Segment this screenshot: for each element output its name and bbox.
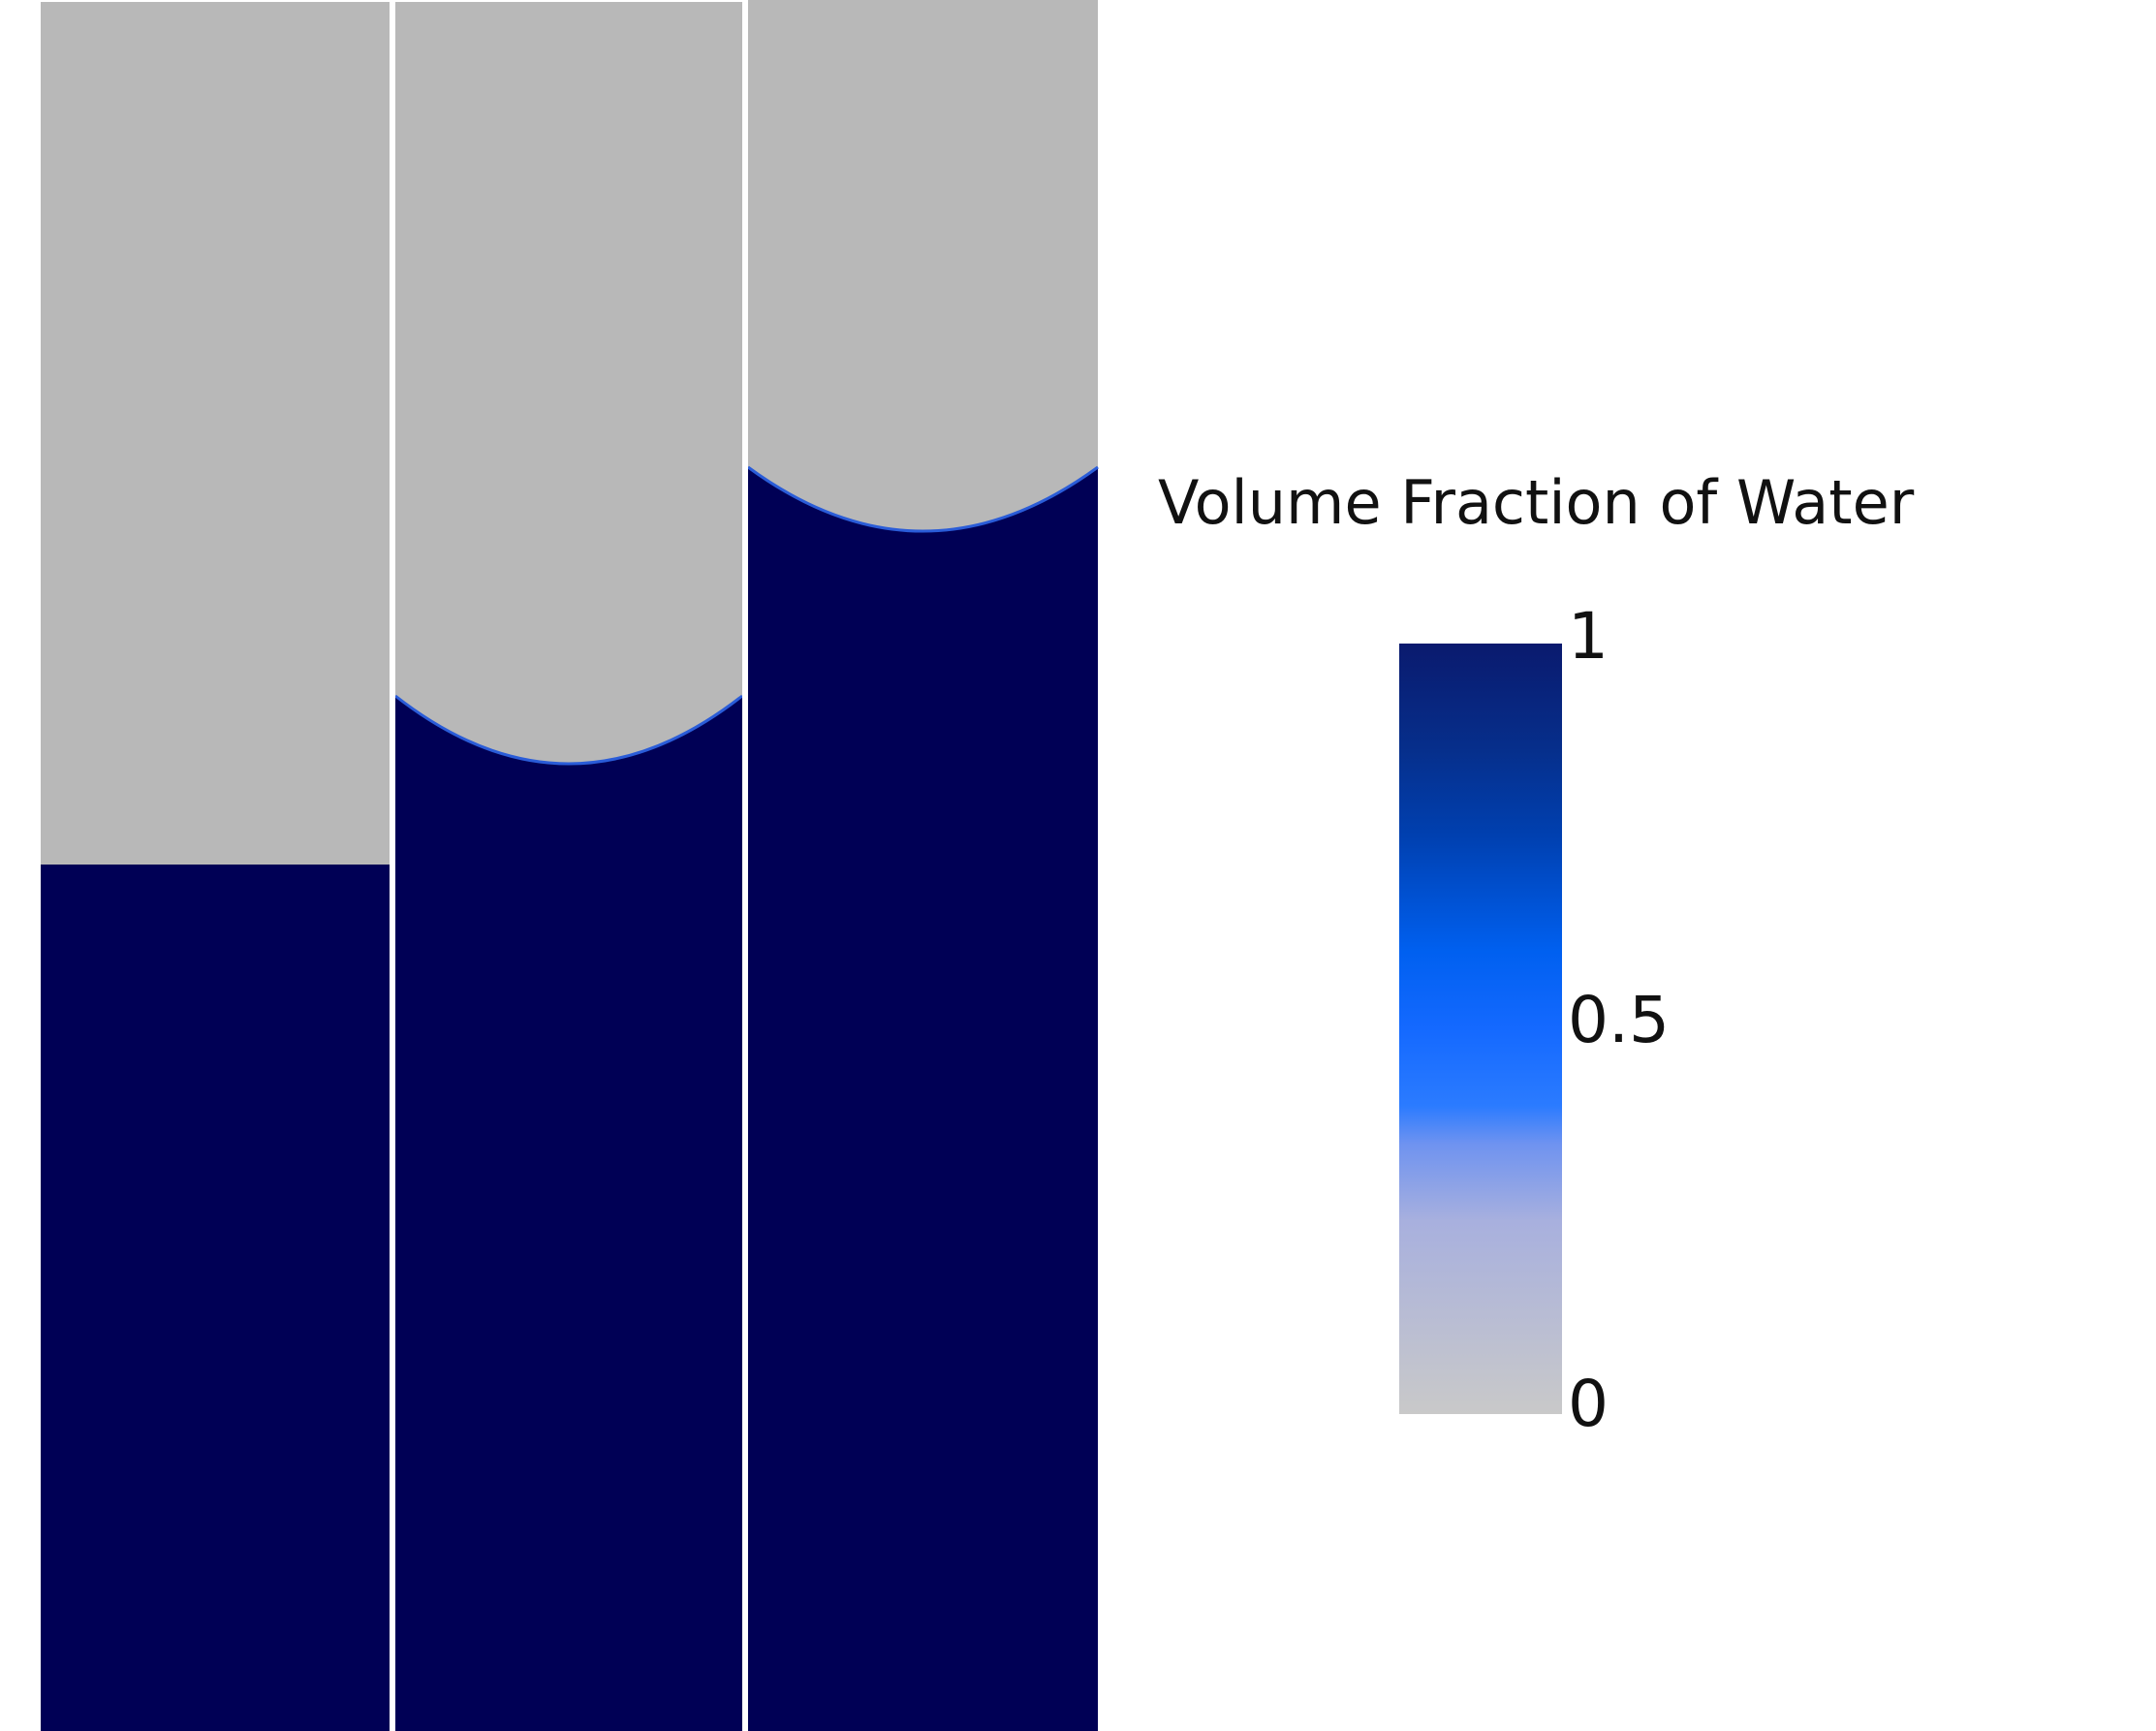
water-region: [395, 696, 742, 1731]
colorbar-tick-0-5: 0.5: [1568, 983, 1670, 1057]
legend-title: Volume Fraction of Water: [1158, 467, 1915, 538]
interface-line: [394, 694, 743, 766]
water-region: [41, 865, 390, 1731]
water-region: [748, 467, 1098, 1731]
air-region: [41, 2, 390, 865]
panel-divider: [742, 0, 748, 1731]
panel-divider: [390, 0, 395, 1731]
simulation-panel-2: [394, 2, 743, 1731]
simulation-panel-3: [747, 0, 1099, 1731]
simulation-panel-1: [41, 2, 390, 1731]
colorbar-tick-1: 1: [1568, 599, 1609, 674]
colorbar-tick-0: 0: [1568, 1367, 1609, 1441]
colorbar: [1399, 644, 1562, 1414]
interface-line: [747, 465, 1099, 533]
